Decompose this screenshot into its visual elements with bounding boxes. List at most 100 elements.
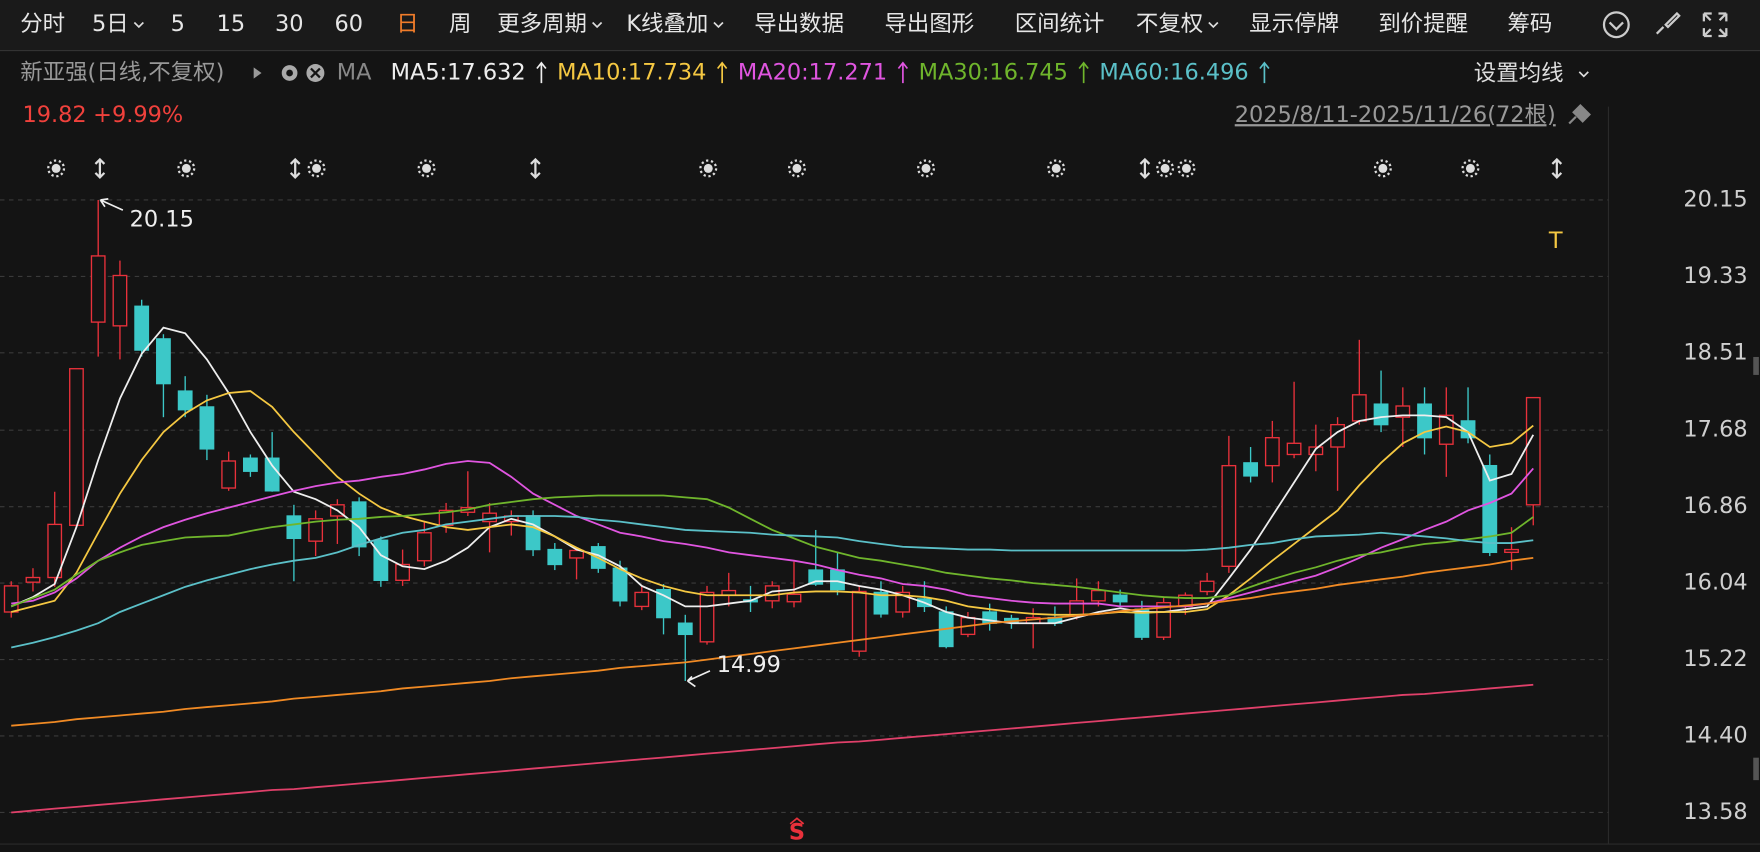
toolbar-item[interactable]: 筹码: [1507, 11, 1552, 37]
candle-body: [1112, 594, 1128, 603]
dropdown-chevron: [1208, 21, 1219, 29]
dropdown-chevron: [133, 21, 144, 29]
legend-entry: MA60:16.496: [1099, 59, 1248, 85]
stock-title: 新亚强(日线,不复权): [20, 59, 224, 85]
event-sun[interactable]: [792, 163, 802, 173]
event-sun[interactable]: [1465, 163, 1475, 173]
event-sun[interactable]: [312, 163, 322, 173]
toolbar-item[interactable]: 显示停牌: [1249, 11, 1339, 37]
toolbar-item[interactable]: 分时: [20, 11, 65, 37]
pin-icon[interactable]: [1568, 103, 1591, 125]
toolbar-item[interactable]: 15: [217, 11, 246, 37]
range-label[interactable]: 2025/8/11-2025/11/26(72根): [1235, 102, 1556, 128]
event-sun[interactable]: [1160, 163, 1170, 173]
candle-body: [416, 532, 432, 562]
toolbar-item[interactable]: K线叠加: [626, 11, 708, 37]
candle-body: [264, 457, 280, 492]
collapse-icon[interactable]: [1602, 11, 1630, 39]
candle-body: [25, 576, 41, 583]
toolbar-item[interactable]: 到价提醒: [1378, 11, 1468, 37]
event-arrow[interactable]: [94, 157, 106, 179]
price: 19.82: [22, 102, 86, 128]
candle-body: [395, 563, 411, 581]
event-sun[interactable]: [1181, 163, 1191, 173]
event-arrow[interactable]: [530, 157, 541, 179]
event-sun-rays: [47, 159, 66, 178]
candle-body: [1243, 462, 1259, 477]
candle-body: [1199, 580, 1215, 593]
legend-arrow: [1078, 61, 1089, 84]
candle-body: [1482, 464, 1498, 554]
toolbar-icons[interactable]: [1602, 11, 1728, 39]
side-handle[interactable]: [1753, 356, 1759, 375]
y-tick-label: 15.22: [1683, 646, 1747, 672]
ma-line: [10, 494, 1534, 608]
toolbar-item[interactable]: 60: [334, 11, 363, 37]
event-sun[interactable]: [921, 163, 931, 173]
event-sun-rays: [417, 159, 436, 178]
candle-body: [1286, 442, 1302, 456]
toolbar-item[interactable]: 5日: [92, 11, 129, 37]
y-tick-label: 17.68: [1683, 417, 1747, 443]
event-sun-rays: [1177, 159, 1196, 178]
event-arrow[interactable]: [1139, 157, 1151, 179]
event-sun[interactable]: [181, 163, 191, 173]
candle-body: [1504, 548, 1519, 554]
toolbar-item[interactable]: 导出图形: [884, 11, 974, 37]
candle-body: [177, 390, 193, 411]
event-sun-rays: [177, 159, 196, 178]
signal-s[interactable]: S: [789, 819, 805, 845]
annotation-label: 14.99: [717, 652, 781, 678]
event-sun-rays: [1047, 159, 1066, 178]
toolbar-item[interactable]: 导出数据: [754, 11, 844, 37]
signal-s-arrow: [789, 817, 805, 825]
toolbar-item[interactable]: 不复权: [1136, 11, 1203, 37]
candle-body: [3, 585, 19, 613]
fullscreen-icon[interactable]: [1702, 12, 1728, 38]
y-tick-label: 13.58: [1683, 799, 1747, 825]
event-sun-rays: [699, 159, 718, 178]
candle-body: [286, 515, 302, 540]
event-sun-rays: [1461, 159, 1480, 178]
event-arrow[interactable]: [1551, 157, 1563, 179]
signal-t[interactable]: T: [1548, 228, 1563, 254]
expand-triangle[interactable]: [253, 67, 262, 79]
toolbar-item[interactable]: 周: [449, 11, 471, 37]
scroll-handle[interactable]: [1753, 757, 1759, 781]
y-tick-label: 16.86: [1683, 493, 1747, 519]
ma-settings-chevron: [1578, 71, 1589, 78]
legend-arrow: [716, 61, 728, 84]
event-sun[interactable]: [422, 163, 432, 173]
event-sun[interactable]: [703, 163, 713, 173]
candle-body: [47, 523, 63, 579]
legend-entry: MA30:16.745: [919, 59, 1068, 85]
y-tick-label: 20.15: [1683, 186, 1747, 212]
annotation-label: 20.15: [130, 207, 194, 233]
candle-body: [547, 548, 563, 566]
event-arrow[interactable]: [289, 157, 301, 179]
event-sun[interactable]: [1378, 163, 1388, 173]
toolbar-item[interactable]: 5: [171, 11, 185, 37]
plot: 20.15 14.99: [0, 198, 1609, 814]
event-sun-rays: [917, 159, 935, 178]
candle-body: [69, 368, 84, 526]
candle-body: [156, 338, 171, 385]
gear-hole: [286, 69, 293, 77]
candle-body: [373, 539, 389, 581]
toolbar-item[interactable]: 30: [275, 11, 304, 37]
brush-icon[interactable]: [1655, 11, 1681, 35]
toolbar-item[interactable]: 区间统计: [1015, 11, 1105, 37]
ma-settings[interactable]: 设置均线: [1474, 61, 1564, 87]
event-sun[interactable]: [1051, 163, 1061, 173]
toolbar-item[interactable]: 更多周期: [497, 11, 587, 37]
candle-body: [873, 591, 889, 615]
y-tick-label: 18.51: [1683, 339, 1747, 365]
candle-body: [1373, 403, 1389, 426]
legend-entry: MA20:17.271: [738, 59, 887, 85]
candle-body: [699, 591, 715, 643]
candle-body: [634, 591, 650, 608]
toolbar-item[interactable]: 日: [396, 11, 418, 37]
legend-arrow: [1259, 61, 1270, 84]
event-sun[interactable]: [51, 163, 61, 173]
